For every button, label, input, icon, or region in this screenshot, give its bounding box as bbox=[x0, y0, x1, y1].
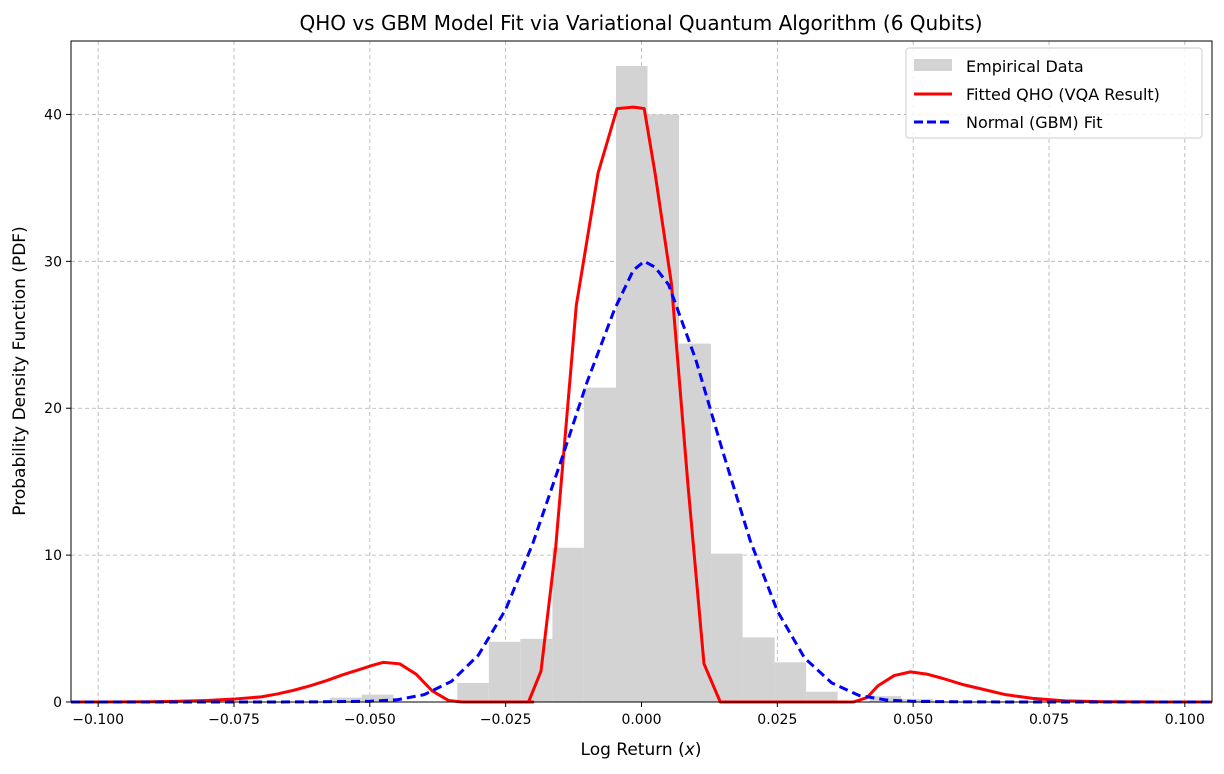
y-tick-label: 30 bbox=[44, 254, 62, 270]
legend-label-empirical: Empirical Data bbox=[966, 57, 1084, 76]
histogram-bar bbox=[489, 642, 521, 702]
legend-label-qho: Fitted QHO (VQA Result) bbox=[966, 85, 1160, 104]
x-tick-label: 0.075 bbox=[1029, 712, 1069, 728]
x-axis-label: Log Return (x) bbox=[581, 740, 702, 760]
x-axis-ticks: −0.100 −0.075 −0.050 −0.025 0.000 0.025 0.050 0… bbox=[72, 702, 1205, 728]
x-tick-label: −0.100 bbox=[72, 712, 124, 728]
chart-title: QHO vs GBM Model Fit via Variational Qua… bbox=[299, 11, 982, 35]
y-tick-label: 40 bbox=[44, 107, 62, 123]
x-axis-label-main: Log Return ( bbox=[581, 740, 685, 760]
x-tick-label: −0.050 bbox=[344, 712, 396, 728]
histogram-bar bbox=[743, 637, 775, 702]
x-tick-label: −0.075 bbox=[208, 712, 260, 728]
y-axis-ticks: 0 10 20 30 40 bbox=[44, 107, 71, 711]
histogram-bars bbox=[330, 66, 933, 702]
histogram-bar bbox=[457, 683, 489, 702]
x-tick-label: 0.000 bbox=[621, 712, 661, 728]
x-tick-label: 0.100 bbox=[1165, 712, 1205, 728]
histogram-bar bbox=[616, 66, 648, 702]
y-tick-label: 0 bbox=[53, 695, 62, 711]
x-tick-label: 0.025 bbox=[757, 712, 797, 728]
histogram-bar bbox=[806, 692, 838, 702]
x-tick-label: −0.025 bbox=[480, 712, 532, 728]
histogram-bar bbox=[552, 548, 584, 702]
y-tick-label: 10 bbox=[44, 548, 62, 564]
histogram-bar bbox=[679, 344, 711, 702]
histogram-bar bbox=[647, 114, 679, 702]
histogram-bar bbox=[711, 554, 743, 702]
histogram-bar bbox=[775, 662, 807, 702]
histogram-bar bbox=[584, 388, 616, 702]
histogram-bar bbox=[520, 639, 552, 702]
y-axis-label: Probability Density Function (PDF) bbox=[10, 226, 30, 515]
legend-label-normal: Normal (GBM) Fit bbox=[966, 113, 1102, 132]
legend-swatch-empirical bbox=[914, 59, 952, 71]
legend: Empirical Data Fitted QHO (VQA Result) N… bbox=[906, 48, 1202, 138]
y-tick-label: 20 bbox=[44, 401, 62, 417]
x-tick-label: 0.050 bbox=[893, 712, 933, 728]
x-axis-label-end: ) bbox=[695, 740, 702, 760]
